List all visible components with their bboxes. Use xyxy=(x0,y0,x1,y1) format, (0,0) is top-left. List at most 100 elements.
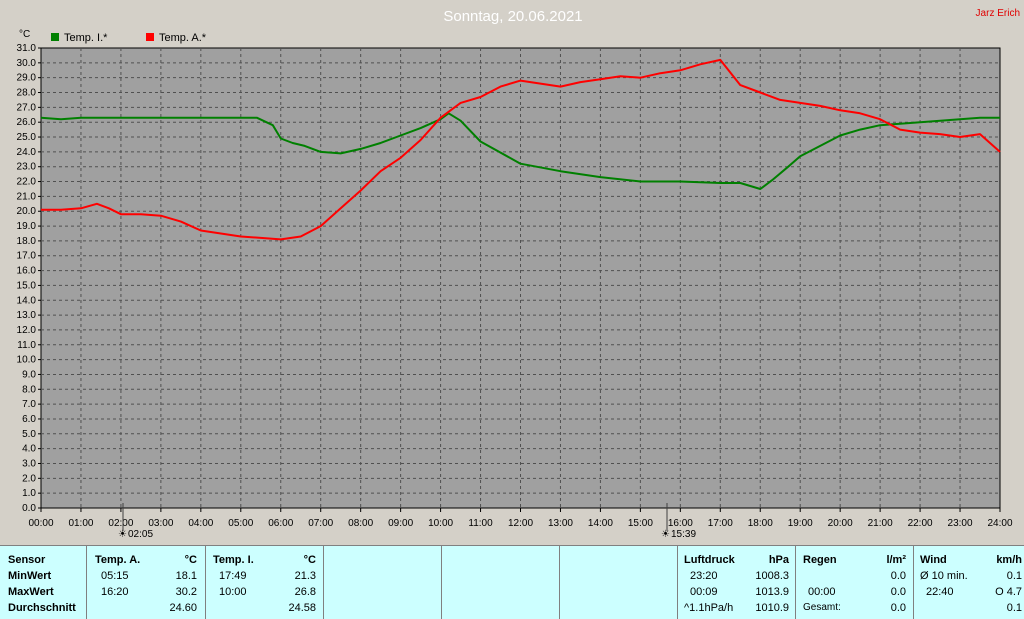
temp-i-column: Temp. I. °C 17:49 21.3 10:00 26.8 24.58 xyxy=(206,546,324,619)
y-tick-label: 1.0 xyxy=(22,488,36,499)
series-group xyxy=(40,58,1001,241)
temp-i-max-time: 10:00 xyxy=(219,586,247,598)
grid-lines xyxy=(41,48,1000,508)
series-line-temp-a xyxy=(41,58,1001,241)
y-tick-label: 5.0 xyxy=(22,429,36,440)
empty-column xyxy=(560,546,678,619)
x-tick-label: 19:00 xyxy=(788,518,813,529)
y-tick-label: 7.0 xyxy=(22,399,36,410)
sensor-header: Sensor xyxy=(8,554,46,566)
pressure-max-time: 00:09 xyxy=(690,586,718,598)
rain-value-2: 0.0 xyxy=(890,586,906,598)
y-tick-label: 2.0 xyxy=(22,473,36,484)
y-tick-label: 15.0 xyxy=(17,280,37,291)
x-tick-label: 12:00 xyxy=(508,518,533,529)
x-tick-label: 03:00 xyxy=(148,518,173,529)
wind-column: Wind km/h Ø 10 min. 0.1 22:40 O 4.7 0.1 xyxy=(914,546,1024,619)
rain-total-value: 0.0 xyxy=(890,602,906,614)
y-tick-label: 25.0 xyxy=(17,132,37,143)
y-tick-label: 14.0 xyxy=(17,295,37,306)
temp-i-min-time: 17:49 xyxy=(219,570,247,582)
temp-a-min-time: 05:15 xyxy=(101,570,129,582)
temp-a-header: Temp. A. xyxy=(95,554,141,566)
y-tick-label: 11.0 xyxy=(17,340,36,351)
x-tick-label: 23:00 xyxy=(948,518,973,529)
y-tick-label: 22.0 xyxy=(17,177,37,188)
pressure-min-value: 1008.3 xyxy=(755,570,789,582)
temp-i-unit: °C xyxy=(303,554,316,566)
y-tick-label: 30.0 xyxy=(17,58,37,69)
rain-time: 00:00 xyxy=(808,586,836,598)
sunset-time: 15:39 xyxy=(671,529,696,540)
x-tick-label: 24:00 xyxy=(987,518,1012,529)
x-tick-label: 16:00 xyxy=(668,518,693,529)
pressure-column: Luftdruck hPa 23:20 1008.3 00:09 1013.9 … xyxy=(678,546,796,619)
rain-header: Regen xyxy=(803,554,837,566)
temp-i-avg: 24.58 xyxy=(288,602,316,614)
rain-column: Regen l/m² 0.0 00:00 0.0 Gesamt: 0.0 xyxy=(796,546,914,619)
empty-column xyxy=(442,546,560,619)
y-tick-label: 6.0 xyxy=(22,414,36,425)
x-tick-label: 17:00 xyxy=(708,518,733,529)
x-tick-label: 05:00 xyxy=(228,518,253,529)
pressure-trend-value: 1010.9 xyxy=(755,602,789,614)
legend: Temp. I.* Temp. A.* xyxy=(51,32,207,44)
wind-avg-label: Ø 10 min. xyxy=(920,570,968,582)
y-unit-label: °C xyxy=(19,29,30,40)
wind-unit: km/h xyxy=(996,554,1022,566)
y-tick-label: 10.0 xyxy=(17,355,37,366)
sun-icon: ☀ xyxy=(118,529,127,540)
series-line-temp-i xyxy=(40,112,1000,190)
y-axis-ticks: 0.0 1.0 2.0 3.0 4.0 5.0 6.0 7.0 8.0 9.0 10.0 11.0 12… xyxy=(17,43,41,514)
x-tick-label: 09:00 xyxy=(388,518,413,529)
temp-a-min-value: 18.1 xyxy=(175,570,197,582)
sunrise-marker: ☀ 02:05 xyxy=(118,503,153,540)
rain-total-label: Gesamt: xyxy=(803,602,841,613)
min-label: MinWert xyxy=(8,570,52,582)
y-tick-label: 17.0 xyxy=(17,251,37,262)
y-tick-label: 20.0 xyxy=(17,206,37,217)
temp-a-avg: 24.60 xyxy=(169,602,197,614)
y-tick-label: 8.0 xyxy=(22,384,36,395)
x-tick-label: 21:00 xyxy=(868,518,893,529)
y-tick-label: 9.0 xyxy=(22,369,36,380)
pressure-header: Luftdruck xyxy=(684,554,735,566)
sunset-marker: ☀ 15:39 xyxy=(661,503,696,540)
y-tick-label: 12.0 xyxy=(17,325,37,336)
pressure-min-time: 23:20 xyxy=(690,570,718,582)
temp-a-max-value: 30.2 xyxy=(175,586,197,598)
temperature-chart: 0.0 1.0 2.0 3.0 4.0 5.0 6.0 7.0 8.0 9.0 10.0 11.0 12… xyxy=(16,8,1020,540)
x-tick-label: 10:00 xyxy=(428,518,453,529)
sun-icon: ☀ xyxy=(661,529,670,540)
pressure-max-value: 1013.9 xyxy=(755,586,789,598)
x-tick-label: 02:00 xyxy=(108,518,133,529)
pressure-unit: hPa xyxy=(768,554,789,566)
wind-max-time: 22:40 xyxy=(926,586,954,598)
y-tick-label: 13.0 xyxy=(17,310,37,321)
y-tick-label: 31.0 xyxy=(17,43,37,54)
x-tick-label: 01:00 xyxy=(68,518,93,529)
x-tick-label: 13:00 xyxy=(548,518,573,529)
x-tick-label: 06:00 xyxy=(268,518,293,529)
chart-title: Sonntag, 20.06.2021 xyxy=(443,8,582,25)
rain-unit: l/m² xyxy=(886,554,906,566)
y-tick-label: 23.0 xyxy=(17,162,37,173)
rain-value-1: 0.0 xyxy=(890,570,906,582)
x-tick-label: 15:00 xyxy=(628,518,653,529)
x-tick-label: 04:00 xyxy=(188,518,213,529)
x-tick-label: 08:00 xyxy=(348,518,373,529)
author-label: Jarz Erich xyxy=(976,8,1020,19)
legend-label-temp-a: Temp. A.* xyxy=(159,32,207,44)
y-tick-label: 18.0 xyxy=(17,236,37,247)
x-tick-label: 07:00 xyxy=(308,518,333,529)
pressure-trend-label: ^1.1hPa/h xyxy=(684,602,734,614)
temp-a-unit: °C xyxy=(184,554,197,566)
legend-swatch-temp-i xyxy=(51,33,59,41)
x-axis-ticks: 00:00 01:00 02:00 03:00 04:00 05:00 06:00 07:00… xyxy=(28,508,1013,529)
y-tick-label: 24.0 xyxy=(17,147,37,158)
x-tick-label: 00:00 xyxy=(28,518,53,529)
avg-label: Durchschnitt xyxy=(8,602,76,614)
y-tick-label: 3.0 xyxy=(22,458,36,469)
y-tick-label: 27.0 xyxy=(17,102,37,113)
y-tick-label: 16.0 xyxy=(17,266,37,277)
